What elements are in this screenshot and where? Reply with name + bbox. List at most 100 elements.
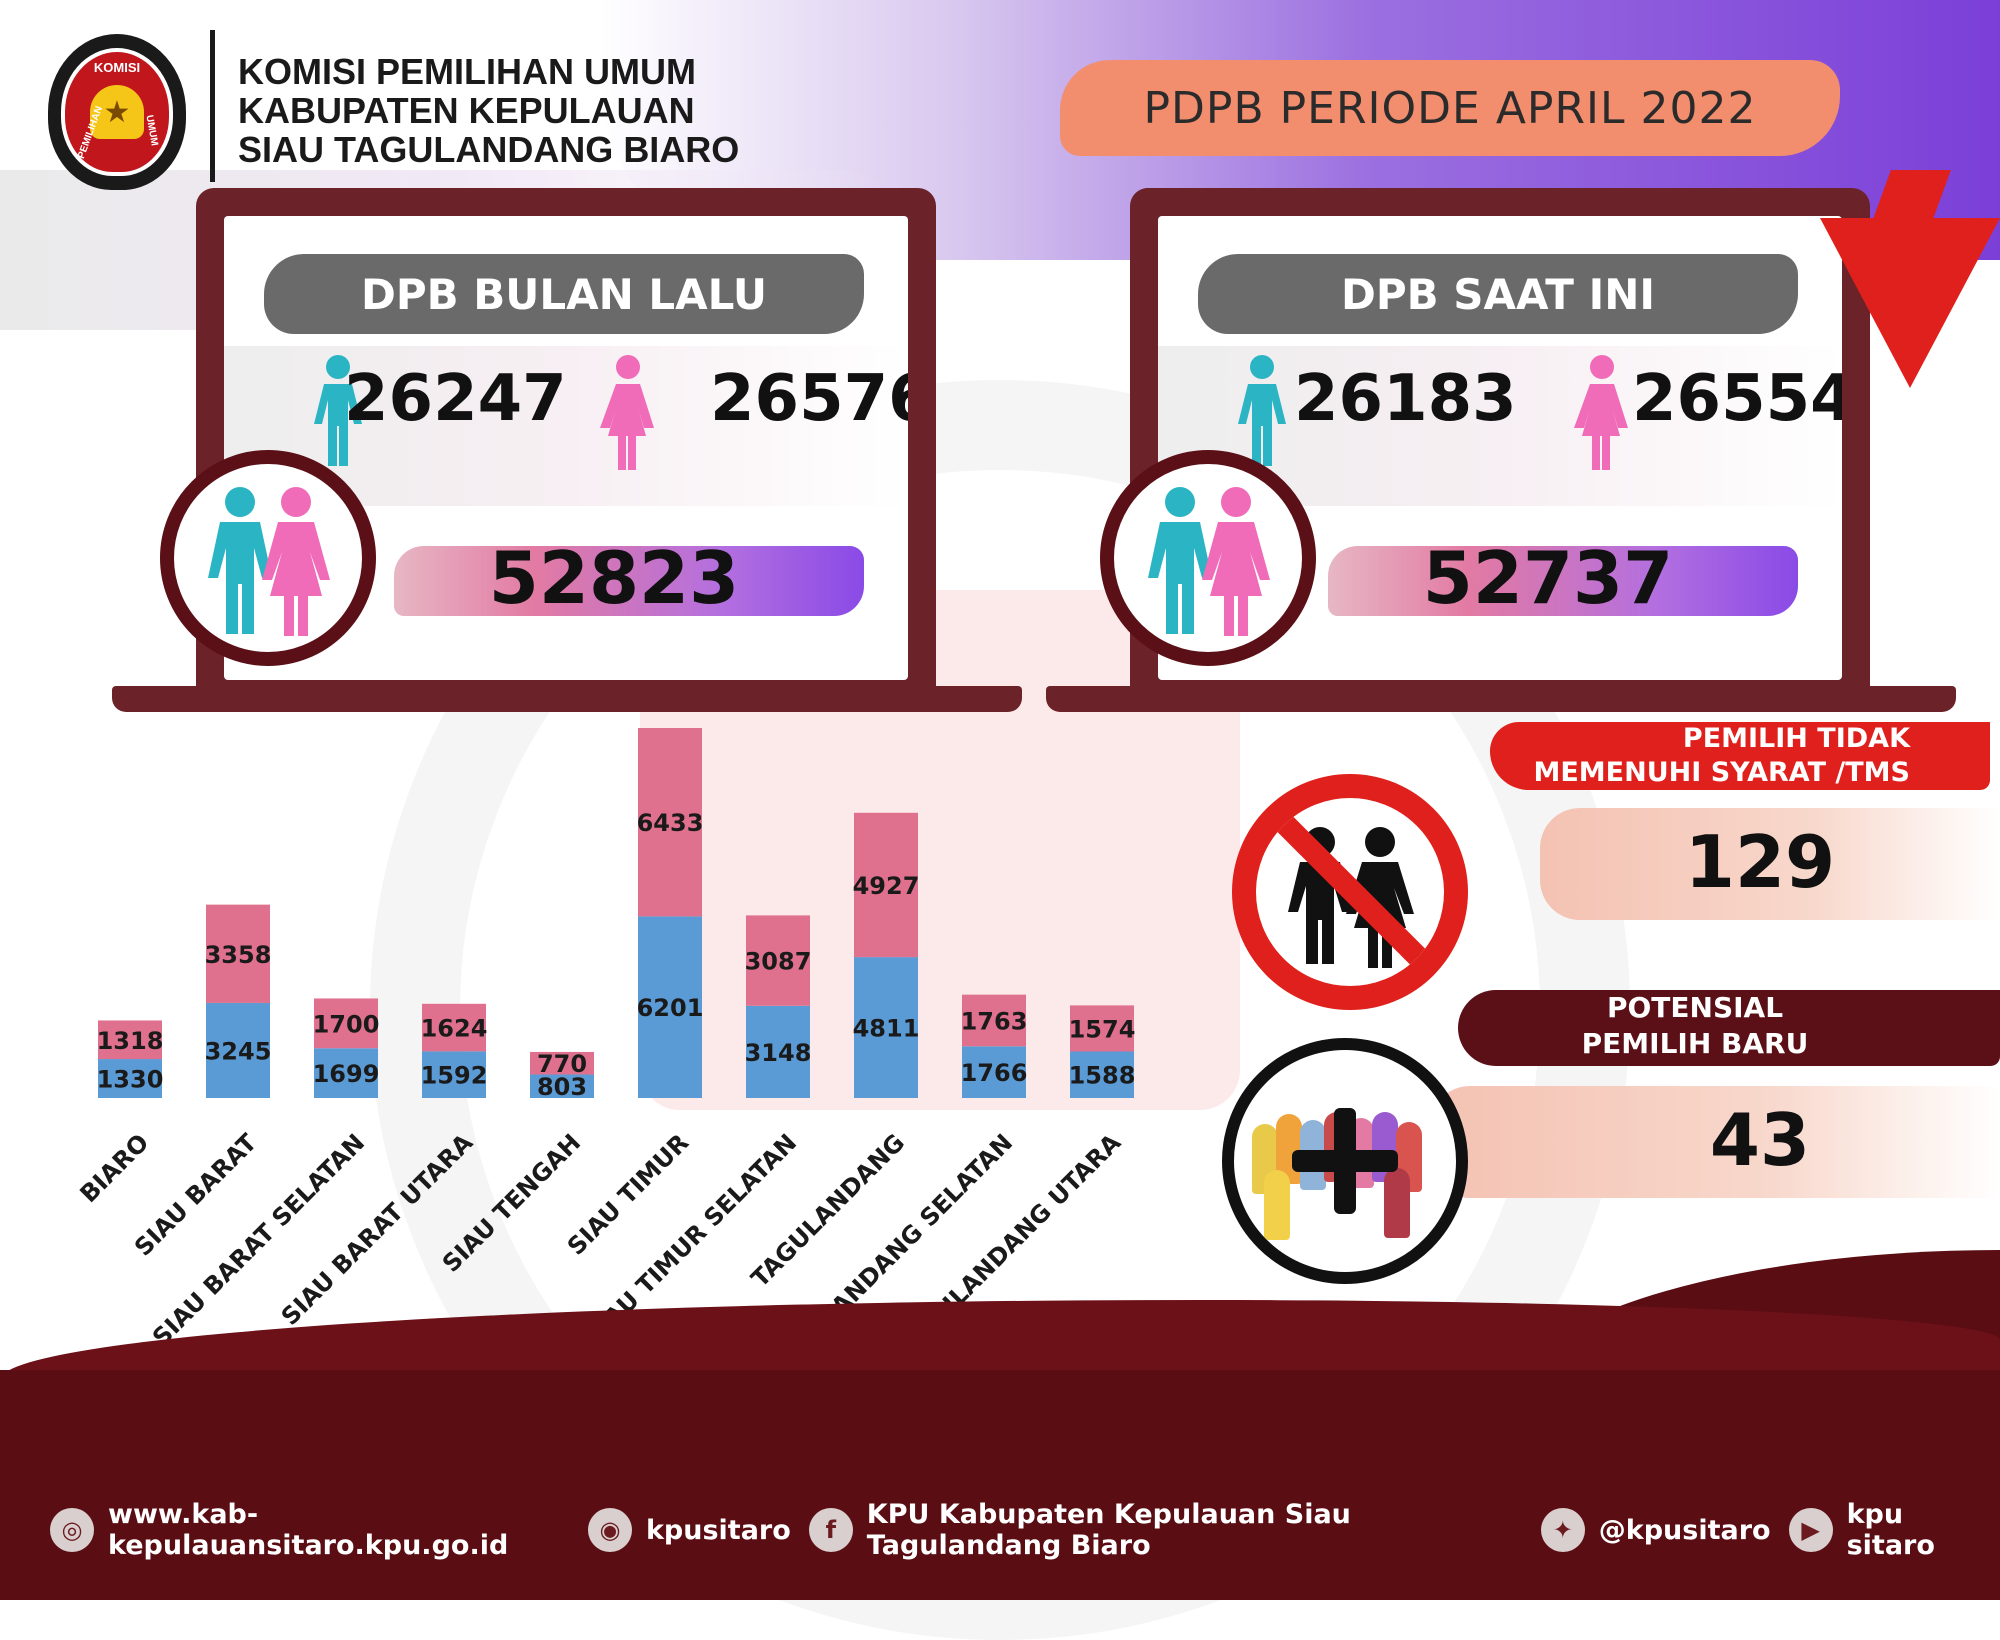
prev-male-count: 26247 [344,362,567,436]
tms-title: PEMILIH TIDAK MEMENUHI SYARAT /TMS [1490,722,1990,790]
bar-value-label: 6433 [637,809,704,837]
laptop-prev: DPB BULAN LALU 26247 26576 52823 [196,188,936,708]
bar-value-label: 4811 [853,1015,920,1043]
bar-segment [1070,1051,1134,1098]
potensial-banner [1458,990,2000,1066]
tms-title-line1: PEMILIH TIDAK [1682,723,1910,754]
crowd-figure [1384,1168,1410,1238]
logo-right-text: UMUM [143,114,160,147]
crowd-figure [1264,1170,1290,1240]
bar-segment [746,915,810,1006]
garuda-emblem-icon: ★ [90,85,144,139]
bar-value-label: 1592 [421,1062,488,1090]
bar-segment [530,1051,594,1075]
potensial-title-line2: PEMILIH BARU [1581,1027,1809,1060]
bar-segment [422,1003,486,1052]
footer-band [0,1370,2000,1600]
tms-value: 129 [1684,820,1836,904]
current-couple-circle [1100,450,1316,666]
youtube-text: kpu sitaro [1846,1499,1935,1561]
current-total-brush [1328,546,1798,616]
current-title-banner: DPB SAAT INI [1198,254,1798,334]
female-icon [600,355,654,470]
tms-banner [1490,722,1990,790]
kpu-logo: KOMISI PEMILIHAN UMUM ★ [48,34,186,190]
bar-value-label: 1318 [97,1027,164,1055]
bar-segment [530,1074,594,1098]
bar-segment [962,994,1026,1047]
laptop-current-base [1046,686,1956,712]
bar-value-label: 803 [537,1073,587,1101]
instagram-text: kpusitaro [645,1514,791,1546]
org-line-3: SIAU TAGULANDANG BIARO [238,129,740,170]
category-label: BIARO [75,1128,155,1208]
male-icon [314,355,362,466]
org-line-2: KABUPATEN KEPULAUAN [238,90,695,131]
organization-title: KOMISI PEMILIHAN UMUM KABUPATEN KEPULAUA… [238,52,798,169]
current-female-count: 26554 [1632,362,1842,436]
bar-segment [746,1005,810,1098]
bar-segment [314,1048,378,1098]
current-total-count: 52737 [1422,536,1674,620]
bar-value-label: 3358 [205,941,272,969]
category-label: SIAU BARAT UTARA [276,1128,479,1331]
bar-value-label: 3148 [745,1039,812,1067]
prev-total-brush [394,546,864,616]
bar-segment [314,998,378,1049]
bar-value-label: 1330 [97,1066,164,1094]
website-text: www.kab-kepulauansitaro.kpu.go.id [108,1499,509,1561]
bar-value-label: 1588 [1069,1062,1136,1090]
prev-couple-circle [160,450,376,666]
tms-title-line2: MEMENUHI SYARAT /TMS [1533,757,1911,788]
bar-value-label: 770 [537,1050,587,1078]
plus-crowd-icon [1222,1038,1468,1284]
header-divider [210,30,215,182]
potensial-value-band [1430,1086,2000,1198]
potensial-title-line1: POTENSIAL [1606,991,1784,1024]
prev-female-count: 26576 [710,362,908,436]
bar-segment [206,1002,270,1098]
facebook-icon: f [808,1508,853,1552]
female-icon [1574,355,1628,470]
bar-value-label: 3245 [205,1037,272,1065]
bar-segment [638,728,702,917]
bar-segment [854,812,918,958]
bar-segment [1070,1005,1134,1052]
footer-website[interactable]: ◎ www.kab-kepulauansitaro.kpu.go.id [50,1499,570,1561]
prev-total-count: 52823 [488,536,740,620]
couple-icon [1148,487,1270,636]
laptop-prev-screen: DPB BULAN LALU 26247 26576 52823 [224,216,908,680]
footer-social-row: ◎ www.kab-kepulauansitaro.kpu.go.id ◉ kp… [50,1499,1970,1561]
period-banner: PDPB PERIODE APRIL 2022 [1060,60,1840,156]
bar-value-label: 1700 [313,1010,380,1038]
footer-youtube[interactable]: ▶ kpu sitaro [1788,1499,1970,1561]
bar-value-label: 1699 [313,1060,380,1088]
youtube-icon: ▶ [1788,1508,1833,1552]
instagram-icon: ◉ [587,1508,632,1552]
down-arrow-icon [1820,218,2000,388]
bar-value-label: 1574 [1069,1015,1136,1043]
bar-value-label: 6201 [637,994,704,1022]
current-male-count: 26183 [1294,362,1517,436]
twitter-icon: ✦ [1540,1508,1585,1552]
bar-value-label: 3087 [745,948,812,976]
couple-icon [208,487,330,636]
bar-value-label: 1766 [961,1059,1028,1087]
globe-icon: ◎ [50,1508,94,1552]
plus-vertical [1334,1108,1356,1214]
bar-segment [638,916,702,1098]
bar-value-label: 1763 [961,1007,1028,1035]
org-line-1: KOMISI PEMILIHAN UMUM [238,51,696,92]
bar-value-label: 1624 [421,1015,488,1043]
footer-facebook[interactable]: f KPU Kabupaten Kepulauan Siau Tagulanda… [808,1499,1523,1561]
tms-value-band [1540,808,2000,920]
potensial-value: 43 [1709,1098,1811,1182]
bar-segment [962,1046,1026,1098]
twitter-text: @kpusitaro [1598,1514,1771,1546]
footer-instagram[interactable]: ◉ kpusitaro [587,1508,791,1552]
bar-segment [98,1059,162,1098]
bar-segment [206,904,270,1003]
footer-twitter[interactable]: ✦ @kpusitaro [1540,1508,1771,1552]
bar-value-label: 4927 [853,872,920,900]
